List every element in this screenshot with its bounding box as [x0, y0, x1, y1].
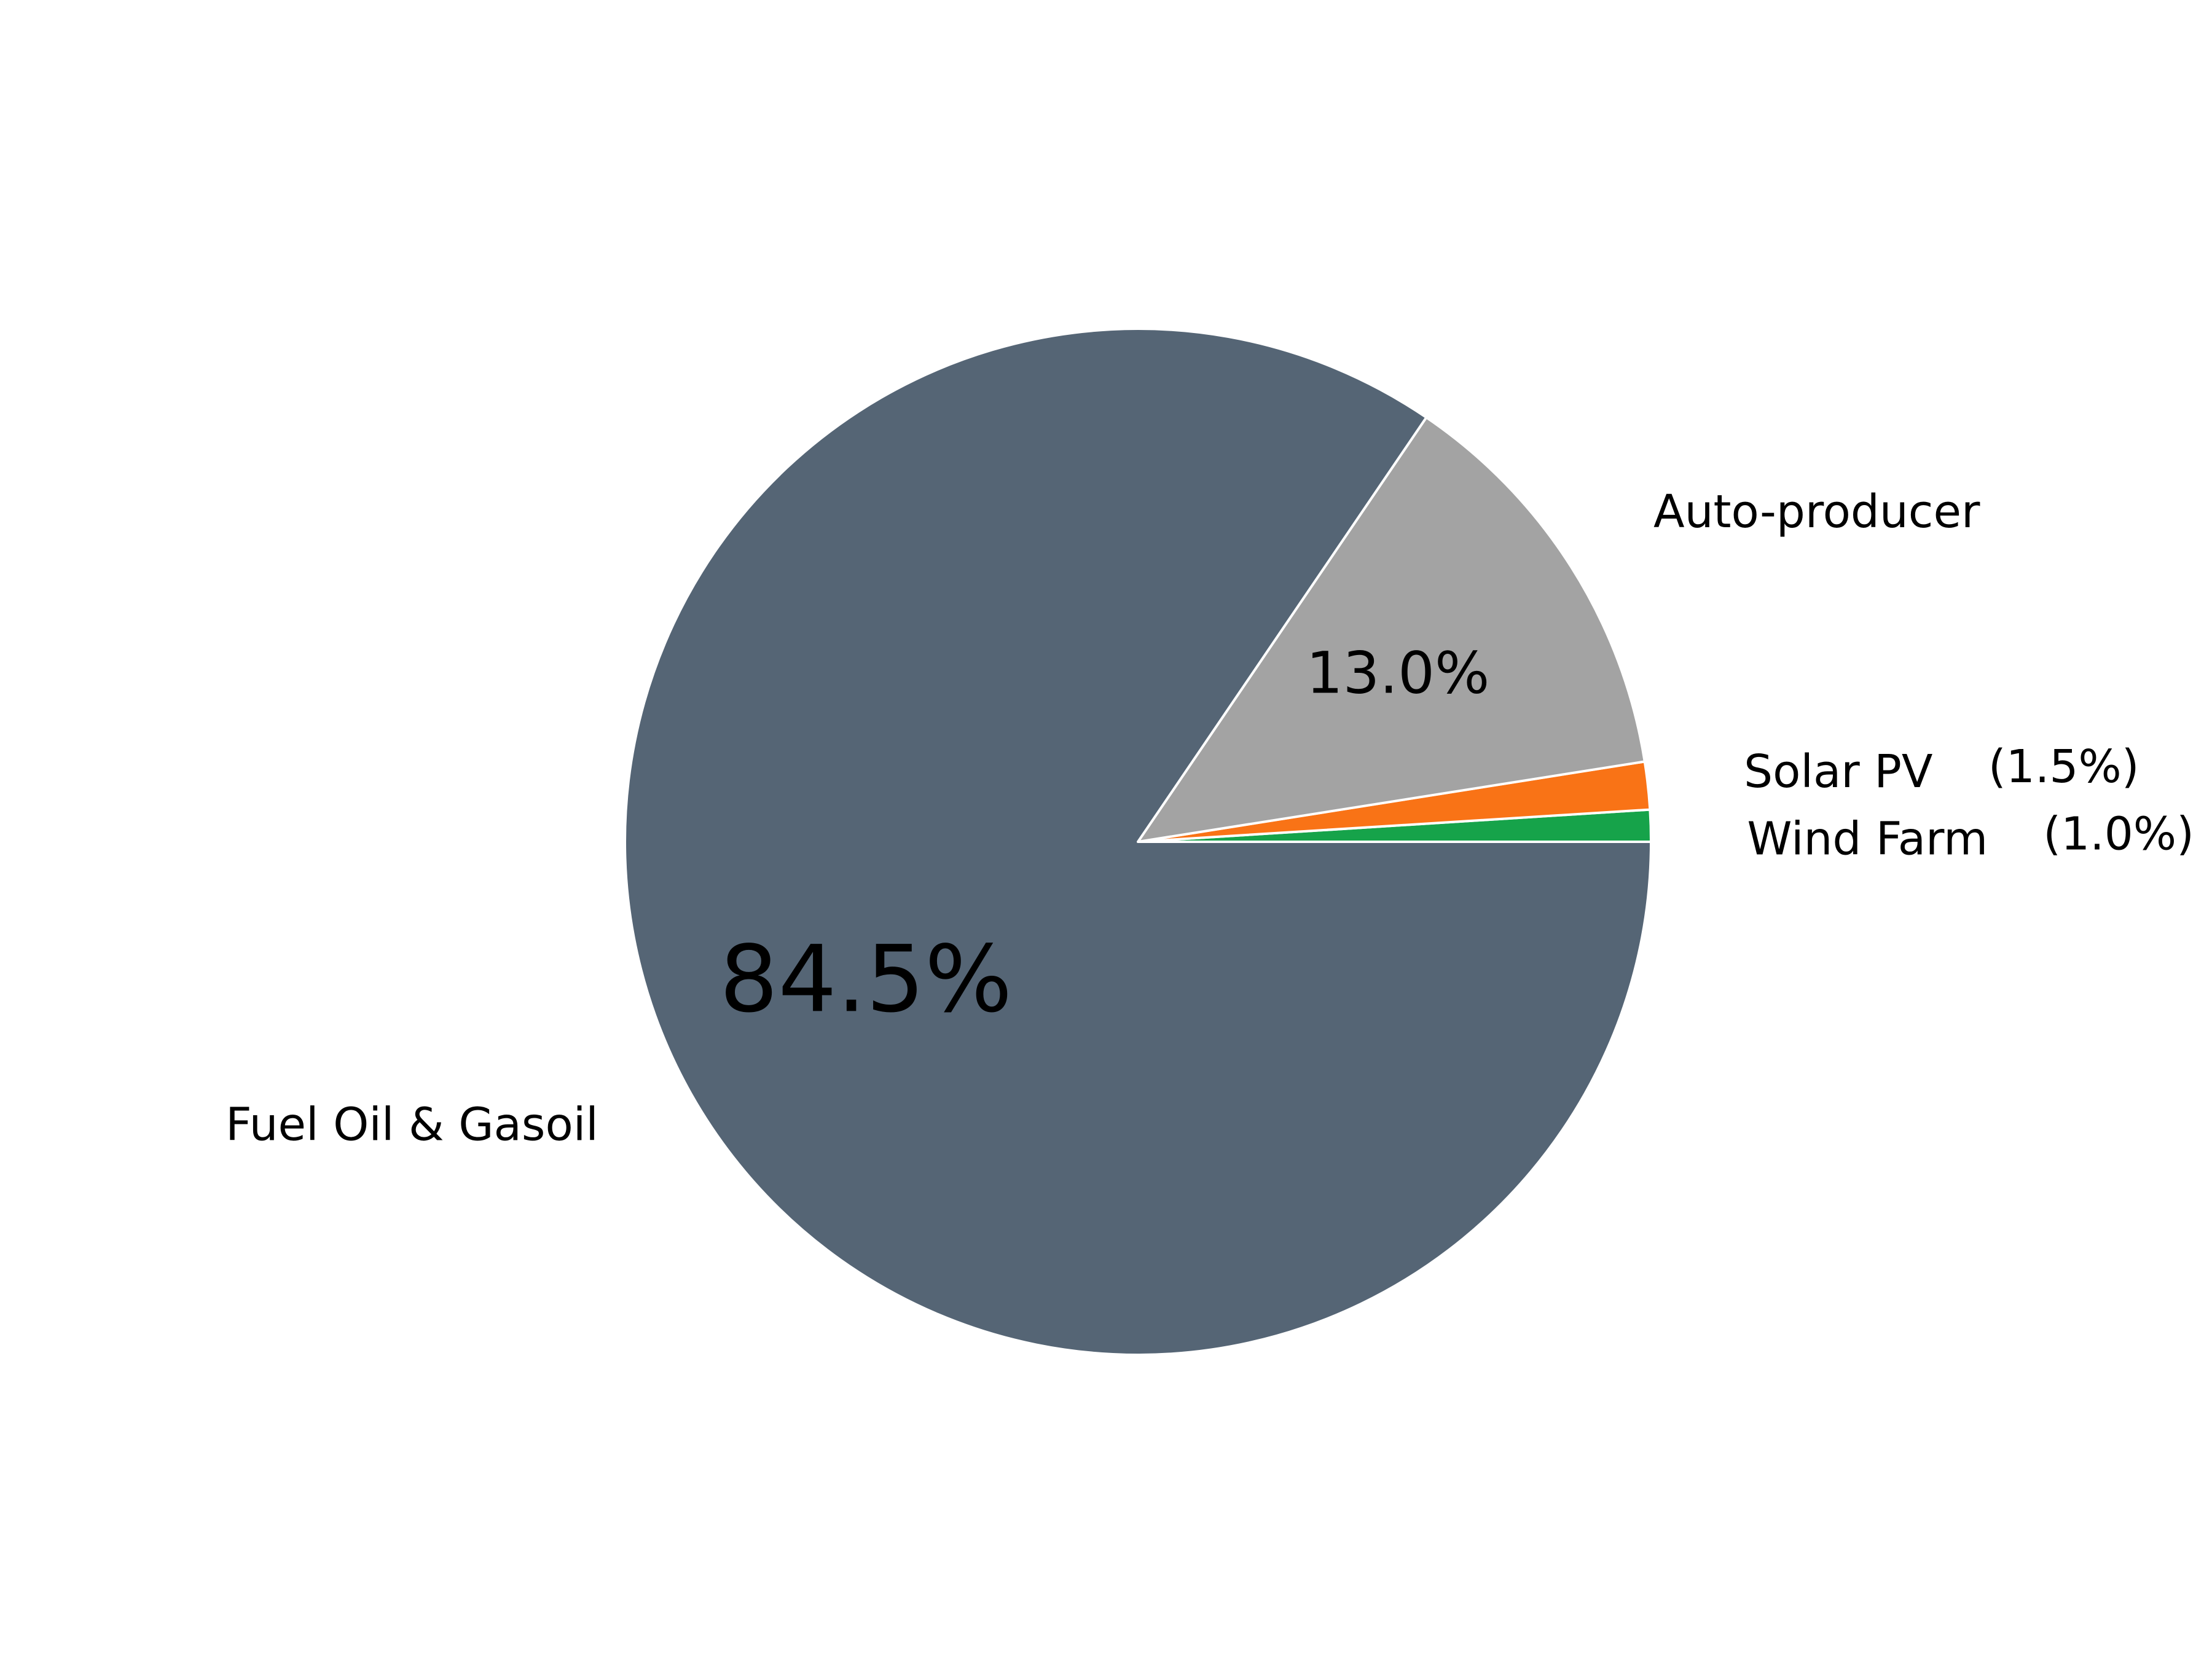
slices-layer: [624, 327, 1652, 1356]
slice-label-fuel-oil-gasoil: Fuel Oil & Gasoil: [226, 1098, 598, 1151]
slice-label-auto-producer: Auto-producer: [1653, 485, 1980, 538]
slice-pct-solar-pv: (1.5%): [1988, 740, 2139, 793]
labels-layer: Wind Farm (1.0%) Solar PV (1.5%) Auto-produc…: [226, 485, 2194, 1151]
pie-slice-auto-producer: [1137, 416, 1646, 843]
pie-slice-fuel-oil-gasoil: [624, 327, 1652, 1356]
slice-pct-auto-producer: 13.0%: [1306, 640, 1490, 707]
slice-label-wind-farm: Wind Farm: [1747, 813, 1988, 866]
slice-pct-fuel-oil-gasoil: 84.5%: [720, 926, 1013, 1033]
slice-pct-wind-farm: (1.0%): [2043, 808, 2194, 861]
slice-label-solar-pv: Solar PV: [1744, 745, 1933, 798]
